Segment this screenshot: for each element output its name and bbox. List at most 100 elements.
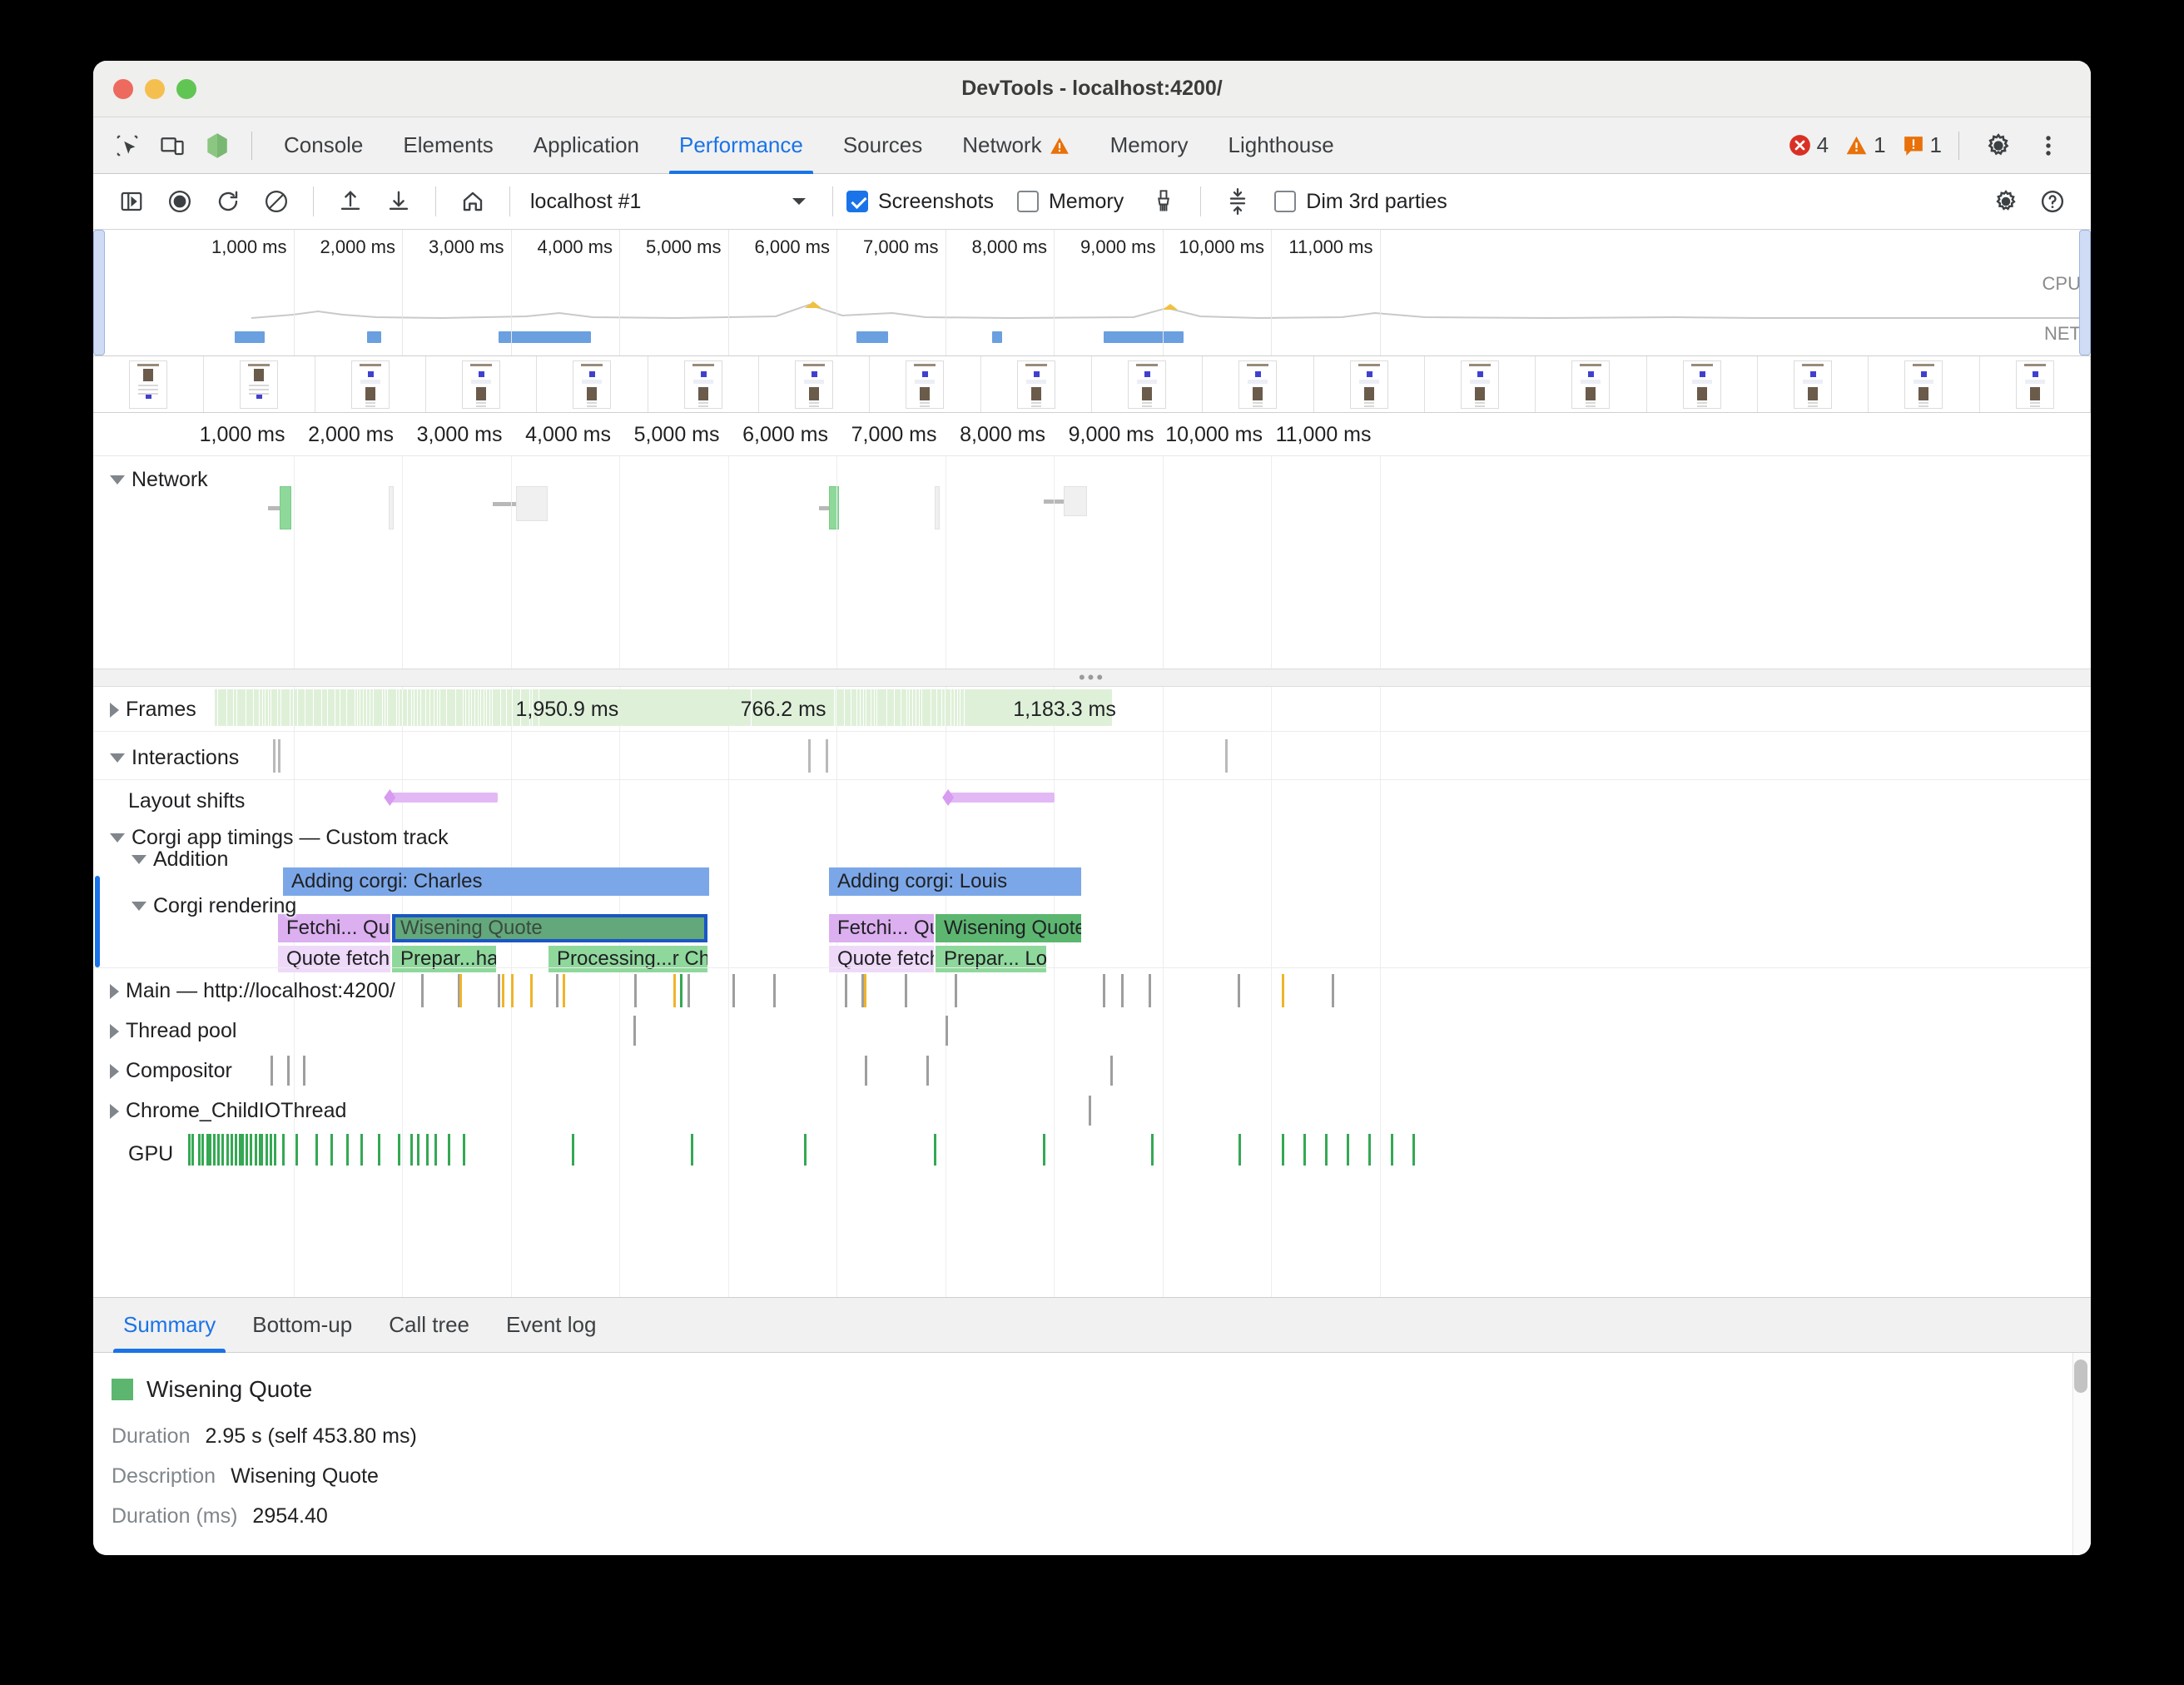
- filmstrip-frame[interactable]: [1314, 356, 1425, 412]
- warning-count[interactable]: 1: [1845, 132, 1885, 158]
- child-io-event[interactable]: [1089, 1096, 1091, 1126]
- compositor-event[interactable]: [1110, 1056, 1113, 1086]
- tab-network[interactable]: Network: [942, 117, 1090, 174]
- track-header-custom[interactable]: Corgi app timings — Custom track: [110, 826, 449, 850]
- save-profile-icon[interactable]: [375, 180, 422, 223]
- flame-bar-rendering-child[interactable]: Prepar...harles: [392, 946, 496, 972]
- node-hexagon-icon[interactable]: [195, 123, 240, 168]
- flame-bar-addition[interactable]: Adding corgi: Louis: [829, 867, 1081, 896]
- filmstrip-frame[interactable]: [1647, 356, 1758, 412]
- track-header-main[interactable]: Main — http://localhost:4200/: [110, 979, 395, 1003]
- filmstrip-frame[interactable]: [1869, 356, 1979, 412]
- gpu-event[interactable]: [1347, 1134, 1349, 1166]
- gpu-event[interactable]: [217, 1134, 220, 1166]
- gpu-event[interactable]: [1368, 1134, 1371, 1166]
- compositor-event[interactable]: [287, 1056, 290, 1086]
- main-thread-event[interactable]: [511, 974, 514, 1007]
- help-icon[interactable]: [2029, 180, 2076, 223]
- gpu-event[interactable]: [1151, 1134, 1154, 1166]
- gpu-event[interactable]: [198, 1134, 201, 1166]
- track-header-network[interactable]: Network: [110, 468, 208, 492]
- network-request[interactable]: [1064, 486, 1087, 516]
- main-thread-event[interactable]: [1238, 974, 1240, 1007]
- record-icon[interactable]: [156, 180, 203, 223]
- gpu-event[interactable]: [426, 1134, 429, 1166]
- timeline-overview[interactable]: 1,000 ms 2,000 ms 3,000 ms 4,000 ms 5,000 ms…: [93, 230, 2091, 356]
- gpu-event[interactable]: [1391, 1134, 1393, 1166]
- main-thread-event[interactable]: [864, 974, 866, 1007]
- tab-console[interactable]: Console: [264, 117, 383, 174]
- track-header-thread-pool[interactable]: Thread pool: [110, 1019, 236, 1043]
- main-thread-event[interactable]: [687, 974, 690, 1007]
- gear-icon[interactable]: [1976, 123, 2021, 168]
- home-icon[interactable]: [449, 180, 496, 223]
- filmstrip-frame[interactable]: [1203, 356, 1313, 412]
- gpu-event[interactable]: [691, 1134, 693, 1166]
- main-thread-event[interactable]: [563, 974, 565, 1007]
- layout-shift-marker[interactable]: [384, 789, 395, 806]
- main-thread-event[interactable]: [1103, 974, 1105, 1007]
- compositor-event[interactable]: [926, 1056, 929, 1086]
- gpu-event[interactable]: [201, 1134, 204, 1166]
- gpu-event[interactable]: [934, 1134, 936, 1166]
- tab-performance[interactable]: Performance: [659, 117, 823, 174]
- gpu-event[interactable]: [226, 1134, 229, 1166]
- toggle-sidebar-icon[interactable]: [108, 180, 155, 223]
- network-request[interactable]: [935, 486, 940, 529]
- main-thread-event[interactable]: [634, 974, 637, 1007]
- gpu-event[interactable]: [221, 1134, 224, 1166]
- filmstrip-frame[interactable]: [204, 356, 315, 412]
- main-thread-event[interactable]: [459, 974, 462, 1007]
- reload-and-record-icon[interactable]: [205, 180, 251, 223]
- track-header-gpu[interactable]: GPU: [128, 1142, 173, 1166]
- gpu-event[interactable]: [1238, 1134, 1241, 1166]
- tab-application[interactable]: Application: [514, 117, 659, 174]
- gpu-event[interactable]: [282, 1134, 285, 1166]
- gpu-event[interactable]: [315, 1134, 318, 1166]
- session-select[interactable]: localhost #1: [524, 180, 819, 223]
- gpu-event[interactable]: [1412, 1134, 1415, 1166]
- gpu-event[interactable]: [246, 1134, 248, 1166]
- tab-summary[interactable]: Summary: [105, 1298, 234, 1353]
- filmstrip-frame[interactable]: [537, 356, 648, 412]
- filmstrip-frame[interactable]: [1092, 356, 1203, 412]
- flame-bar-addition[interactable]: Adding corgi: Charles: [283, 867, 709, 896]
- details-scrollbar[interactable]: [2072, 1353, 2091, 1555]
- track-header-corgi-rendering[interactable]: Corgi rendering: [132, 894, 296, 918]
- gpu-event[interactable]: [213, 1134, 216, 1166]
- layout-shift-bar[interactable]: [389, 793, 498, 803]
- overview-window-handle-left[interactable]: [93, 230, 105, 355]
- main-thread-event[interactable]: [845, 974, 847, 1007]
- interaction-tick[interactable]: [826, 739, 828, 773]
- gpu-event[interactable]: [1282, 1134, 1284, 1166]
- filmstrip-track[interactable]: [93, 356, 2091, 413]
- network-request[interactable]: [280, 486, 291, 529]
- main-thread-event[interactable]: [673, 974, 676, 1007]
- track-header-compositor[interactable]: Compositor: [110, 1059, 232, 1083]
- tab-call-tree[interactable]: Call tree: [370, 1298, 488, 1353]
- main-thread-event[interactable]: [1149, 974, 1151, 1007]
- filmstrip-frame[interactable]: [1980, 356, 2091, 412]
- gpu-event[interactable]: [346, 1134, 349, 1166]
- gpu-event[interactable]: [188, 1134, 191, 1166]
- main-thread-event[interactable]: [1121, 974, 1124, 1007]
- filmstrip-frame[interactable]: [759, 356, 870, 412]
- gpu-event[interactable]: [261, 1134, 263, 1166]
- filmstrip-frame[interactable]: [315, 356, 426, 412]
- memory-checkbox[interactable]: Memory: [1017, 190, 1124, 214]
- filmstrip-frame[interactable]: [426, 356, 537, 412]
- load-profile-icon[interactable]: [327, 180, 374, 223]
- flame-bar-rendering-child[interactable]: Processing...r Charles: [548, 946, 707, 972]
- collect-garbage-icon[interactable]: [1140, 180, 1187, 223]
- tab-elements[interactable]: Elements: [383, 117, 513, 174]
- gpu-event[interactable]: [250, 1134, 252, 1166]
- capture-settings-gear-icon[interactable]: [1983, 180, 2029, 223]
- gpu-event[interactable]: [274, 1134, 276, 1166]
- flame-bar-rendering-child[interactable]: Quote fetch: [829, 946, 934, 972]
- gpu-event[interactable]: [209, 1134, 211, 1166]
- track-resizer[interactable]: •••: [93, 669, 2091, 687]
- gpu-event[interactable]: [330, 1134, 333, 1166]
- compositor-event[interactable]: [865, 1056, 867, 1086]
- flame-bar-rendering[interactable]: Fetchi... Quote: [829, 914, 934, 942]
- main-thread-event[interactable]: [732, 974, 735, 1007]
